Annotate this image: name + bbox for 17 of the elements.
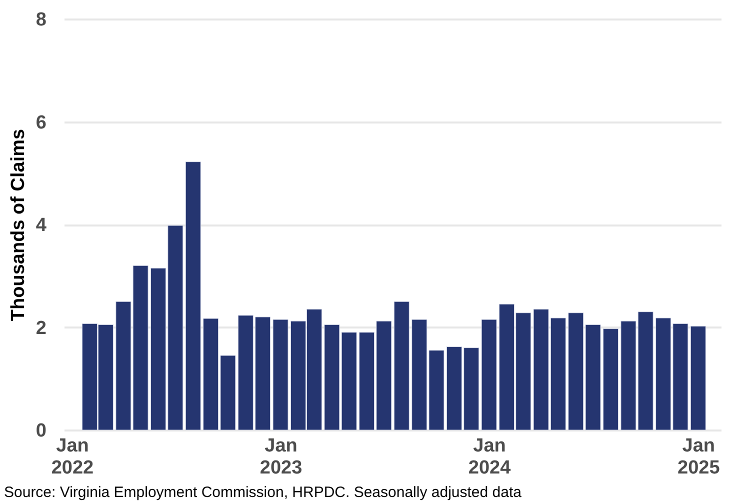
bar [602, 328, 618, 430]
y-tick-label: 8 [36, 10, 46, 30]
x-tick-label: Jan 2025 [678, 436, 720, 478]
source-note: Source: Virginia Employment Commission, HRPDC. Seasonally adjusted data [4, 484, 522, 501]
x-tick-label: Jan 2024 [468, 436, 512, 478]
y-tick-label: 6 [36, 112, 46, 134]
y-axis-title: Thousands of Claims [8, 128, 29, 322]
y-tick-label: 2 [36, 318, 46, 339]
bar [394, 301, 410, 430]
x-tick-label: Jan 2023 [260, 436, 302, 478]
y-tick-label: 0 [36, 420, 46, 442]
bar [185, 162, 201, 430]
y-tick-label: 4 [36, 215, 47, 236]
bar [272, 319, 288, 430]
bar [481, 319, 497, 430]
bar [690, 326, 706, 430]
x-tick-label: Jan 2022 [51, 436, 94, 478]
